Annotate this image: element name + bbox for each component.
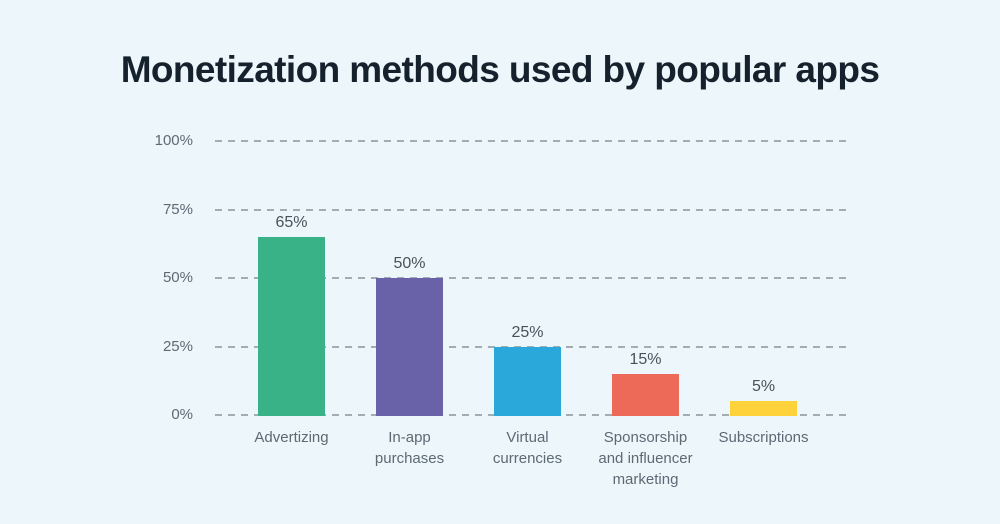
bar-virtual-currencies bbox=[494, 346, 561, 416]
bar-value-label: 50% bbox=[393, 255, 426, 272]
y-axis-tick-label: 50% bbox=[162, 269, 193, 286]
bar-sponsorship-and-influencer-marketing bbox=[612, 373, 679, 416]
x-axis-category-label: Subscriptions bbox=[718, 429, 809, 446]
chart-title: Monetization methods used by popular app… bbox=[120, 49, 880, 90]
bar-value-label: 15% bbox=[629, 350, 662, 368]
bar-value-label: 65% bbox=[275, 213, 308, 231]
bar-subscriptions bbox=[730, 401, 797, 416]
gridline-50 bbox=[215, 277, 852, 279]
y-axis-tick-label: 100% bbox=[154, 132, 193, 149]
x-axis-category-label: Sponsorship and influencer marketing bbox=[598, 429, 693, 488]
y-axis-tick-label: 75% bbox=[162, 200, 193, 218]
bar-in-app-purchases bbox=[376, 278, 443, 416]
bar-advertizing bbox=[258, 236, 325, 416]
bar-value-label: 25% bbox=[511, 323, 544, 341]
gridline-100 bbox=[215, 140, 852, 142]
bar-value-label: 5% bbox=[751, 378, 776, 396]
y-axis-tick-label: 25% bbox=[162, 337, 193, 355]
y-axis-tick-label: 0% bbox=[171, 406, 193, 423]
x-axis-category-label: In-app purchases bbox=[374, 429, 445, 467]
x-axis-category-label: Advertizing bbox=[254, 429, 329, 446]
gridline-75 bbox=[215, 208, 852, 211]
x-axis-category-label: Virtual currencies bbox=[492, 429, 563, 467]
